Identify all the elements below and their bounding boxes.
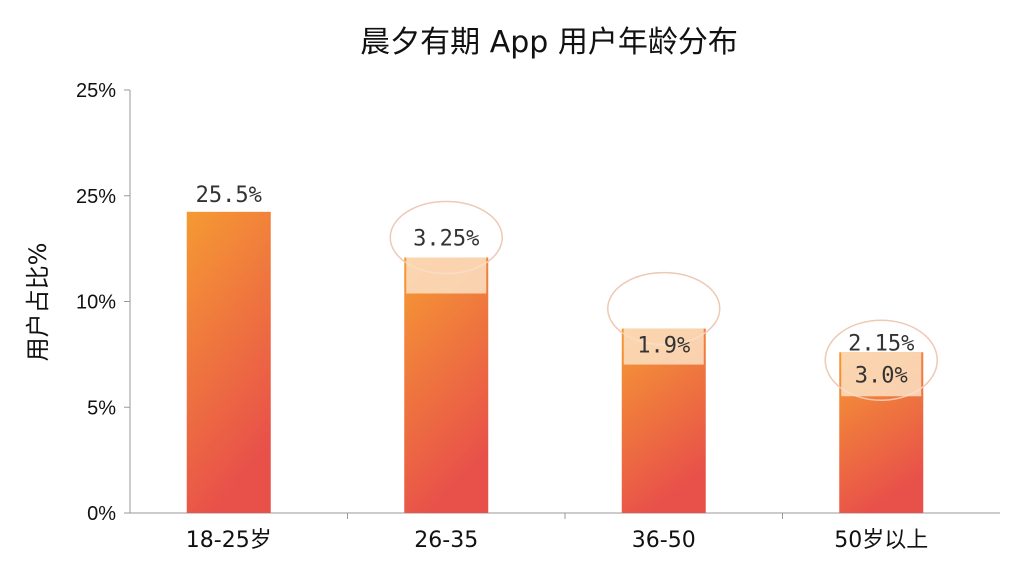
x-tick-label: 18-25岁 (186, 528, 272, 553)
y-tick-label: 5% (87, 397, 116, 419)
bars (186, 211, 924, 513)
data-label: 3.25% (413, 227, 479, 252)
data-label: 25.5% (196, 183, 262, 208)
y-axis-label: 用户占比% (24, 243, 52, 362)
y-ticks: 0% 5% 10% 25% 25% (76, 80, 130, 525)
bar (404, 257, 489, 513)
x-tick-label: 26-35 (414, 528, 478, 553)
x-tick-label: 36-50 (632, 528, 696, 553)
chart-title: 晨夕有期 App 用户年龄分布 (360, 25, 738, 60)
data-label: 1.9% (637, 334, 690, 359)
data-label: 3.0% (855, 363, 908, 388)
x-tick-label: 50岁以上 (834, 528, 928, 553)
y-tick-label: 0% (87, 503, 116, 525)
label-box (841, 352, 922, 397)
label-box (406, 257, 487, 294)
y-tick-label: 10% (76, 292, 116, 314)
y-tick-label: 25% (76, 80, 116, 102)
data-label: 2.15% (848, 331, 914, 356)
bar (186, 211, 271, 513)
label-circle (824, 319, 938, 402)
x-ticks: 18-25岁 26-35 36-50 50岁以上 (186, 513, 928, 553)
y-tick-label: 25% (76, 186, 116, 208)
label-box (623, 328, 704, 365)
data-labels: 25.5% 3.25% 1.9% 2.15% 3.0% (196, 183, 938, 402)
